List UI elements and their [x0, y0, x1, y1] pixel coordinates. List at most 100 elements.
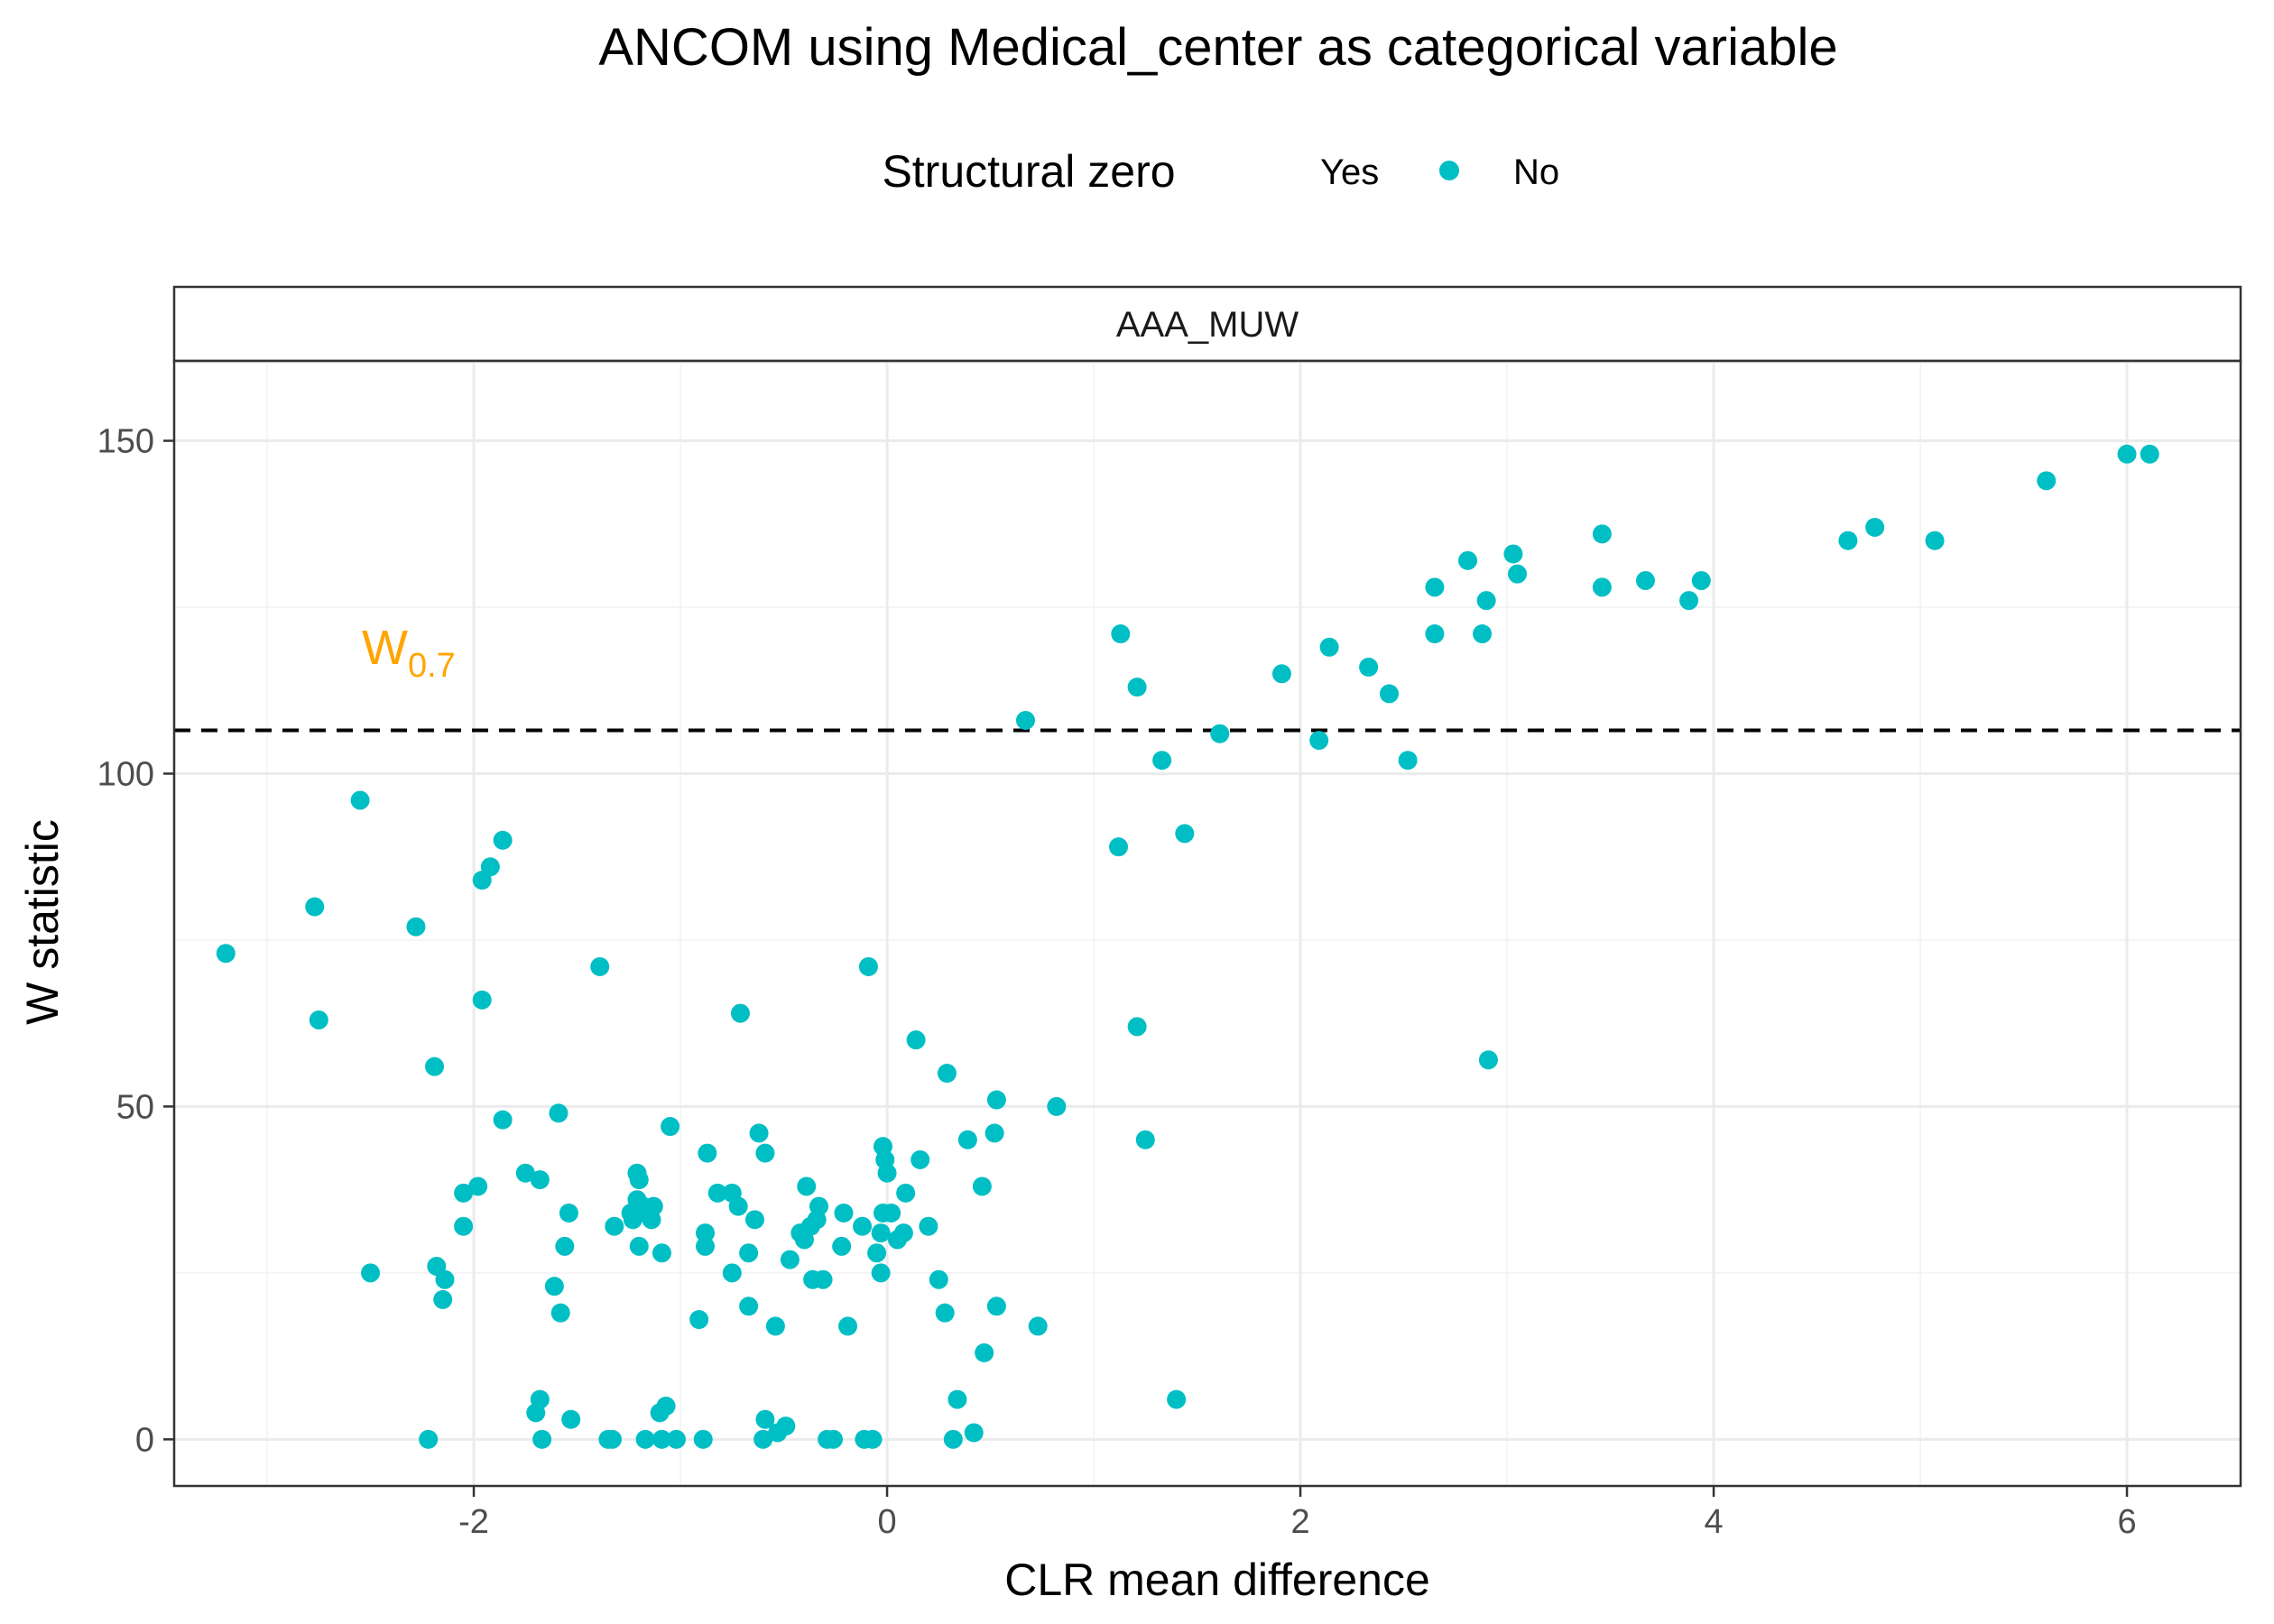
x-axis: -2 0 2 4 6: [458, 1486, 2137, 1541]
data-point: [937, 1064, 957, 1084]
data-point: [896, 1183, 916, 1203]
data-point: [1309, 731, 1329, 751]
facet-strip: AAA_MUW: [172, 285, 2242, 363]
data-point: [530, 1170, 550, 1190]
data-point: [350, 790, 370, 810]
data-point: [419, 1429, 439, 1449]
data-point: [871, 1223, 891, 1243]
data-point: [623, 1210, 642, 1230]
data-point: [929, 1269, 948, 1289]
data-point: [838, 1316, 858, 1336]
data-point: [749, 1123, 769, 1143]
data-point: [629, 1170, 649, 1190]
data-point: [642, 1210, 661, 1230]
data-point: [468, 1176, 488, 1196]
data-point: [561, 1409, 581, 1429]
data-point: [425, 1057, 445, 1076]
y-axis-title: W statistic: [17, 819, 68, 1025]
data-point: [2037, 471, 2057, 491]
data-point: [984, 1123, 1004, 1143]
data-points: [216, 444, 2159, 1449]
data-point: [877, 1163, 897, 1183]
data-point: [1109, 837, 1129, 857]
data-point: [794, 1230, 814, 1250]
data-point: [882, 1203, 901, 1223]
data-point: [935, 1303, 955, 1323]
data-point: [1592, 577, 1612, 597]
data-point: [813, 1269, 833, 1289]
data-point: [957, 1130, 977, 1149]
data-point: [652, 1429, 671, 1449]
data-point: [1478, 1050, 1498, 1070]
data-point: [1015, 710, 1035, 730]
data-point: [1865, 517, 1885, 537]
data-point: [797, 1176, 817, 1196]
data-point: [707, 1183, 727, 1203]
data-point: [526, 1403, 546, 1423]
data-point: [652, 1243, 671, 1263]
legend: Structural zero Yes No: [882, 146, 1559, 197]
data-point: [661, 1117, 680, 1137]
data-point: [1508, 564, 1527, 584]
x-tick-label: 6: [2117, 1503, 2136, 1541]
legend-title: Structural zero: [882, 146, 1175, 197]
data-point: [532, 1429, 552, 1449]
data-point: [1691, 570, 1711, 590]
data-point: [1476, 591, 1496, 611]
y-axis: 0 50 100 150: [97, 423, 174, 1459]
data-point: [1167, 1389, 1187, 1409]
data-point: [305, 897, 325, 917]
data-point: [1127, 1017, 1147, 1037]
data-point: [832, 1236, 852, 1256]
data-point: [986, 1090, 1006, 1110]
legend-label-yes: Yes: [1320, 152, 1379, 192]
data-point: [361, 1263, 381, 1283]
x-tick-label: 4: [1704, 1503, 1723, 1541]
data-point: [1380, 684, 1400, 704]
data-point: [986, 1296, 1006, 1316]
data-point: [433, 1289, 453, 1309]
legend-marker-no: [1439, 161, 1459, 180]
data-point: [753, 1429, 773, 1449]
data-point: [435, 1269, 455, 1289]
data-point: [1127, 678, 1147, 697]
data-point: [406, 917, 426, 937]
data-point: [2117, 444, 2137, 464]
data-point: [1425, 624, 1445, 644]
data-point: [590, 956, 610, 976]
data-point: [1210, 724, 1230, 743]
data-point: [739, 1243, 759, 1263]
data-point: [1679, 591, 1699, 611]
data-point: [911, 1149, 930, 1169]
data-point: [698, 1143, 717, 1163]
data-point: [544, 1277, 564, 1296]
y-tick-label: 100: [97, 755, 154, 793]
data-point: [744, 1210, 764, 1230]
data-point: [755, 1143, 775, 1163]
data-point: [739, 1296, 759, 1316]
data-point: [964, 1423, 984, 1443]
data-point: [948, 1389, 967, 1409]
x-axis-title: CLR mean difference: [1004, 1555, 1430, 1605]
data-point: [629, 1236, 649, 1256]
data-point: [1458, 550, 1478, 570]
threshold-label-sub: 0.7: [408, 647, 456, 685]
y-tick-label: 150: [97, 423, 154, 461]
threshold-label: W0.7: [362, 621, 456, 685]
data-point: [1925, 531, 1945, 550]
data-point: [919, 1216, 938, 1236]
data-point: [780, 1250, 800, 1269]
x-tick-label: 2: [1290, 1503, 1309, 1541]
data-point: [1838, 531, 1858, 550]
data-point: [728, 1196, 748, 1216]
data-point: [824, 1429, 844, 1449]
gridlines: [174, 361, 2241, 1486]
data-point: [1135, 1130, 1155, 1149]
data-point: [559, 1203, 578, 1223]
data-point: [906, 1030, 926, 1050]
x-tick-label: 0: [877, 1503, 896, 1541]
data-point: [1319, 637, 1339, 657]
data-point: [549, 1103, 568, 1123]
